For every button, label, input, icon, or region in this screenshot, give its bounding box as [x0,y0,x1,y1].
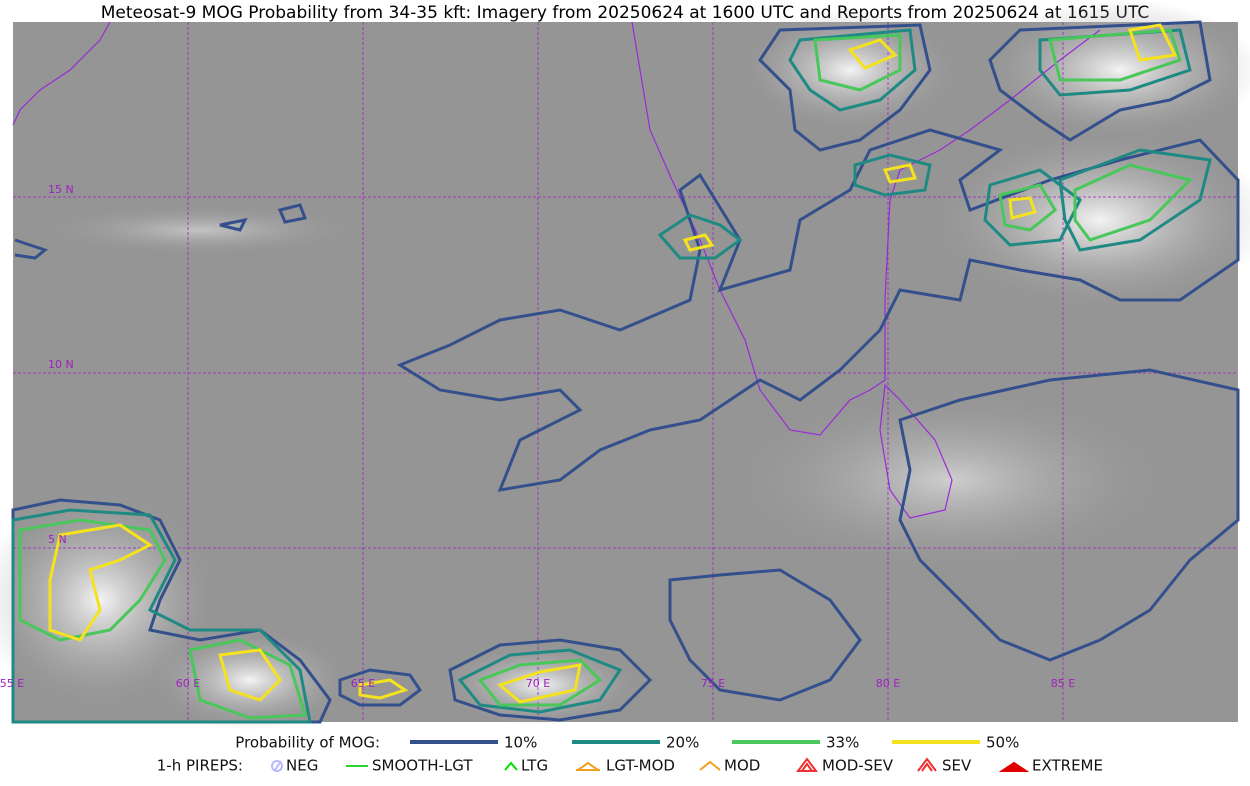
lat-label: 10 N [48,358,74,371]
legend-label: EXTREME [1032,757,1103,775]
legend-label: 50% [986,734,1019,752]
lat-label: 15 N [48,183,74,196]
coastline [631,21,1101,436]
legend-label: SMOOTH-LGT [372,757,473,775]
legend-label: SEV [942,757,972,775]
legend-label: LGT-MOD [606,757,675,775]
lon-label: 65 E [351,677,375,690]
mog-contours [11,20,1240,724]
legend-label: 20% [666,734,699,752]
legend-title: Probability of MOG: [235,734,380,752]
legend-title: 1-h PIREPS: [157,757,243,775]
pirep-symbol [796,757,818,772]
legend-label: MOD [724,757,760,775]
pirep-symbol [271,760,284,772]
pirep-symbol [699,760,721,771]
legend-label: LTG [521,757,548,775]
pirep-symbol [576,761,600,771]
lon-label: 75 E [701,677,725,690]
pirep-symbol [998,761,1030,772]
lon-label: 60 E [176,677,200,690]
lon-label: 80 E [876,677,900,690]
legend-label: 33% [826,734,859,752]
lon-label: 55 E [0,677,24,690]
pirep-symbol [504,761,518,771]
map: 15 N 10 N 5 N 55 E 60 E 65 E 70 E 75 E 8… [0,0,1250,730]
legend-label: 10% [504,734,537,752]
graticule [13,22,1238,722]
coastline [12,21,111,126]
legend: Probability of MOG: 1-h PIREPS: 10% 20% 33… [157,734,1103,775]
coastline [879,383,953,519]
lon-label: 70 E [526,677,550,690]
lon-label: 85 E [1051,677,1075,690]
legend-label: NEG [286,757,318,775]
lat-label: 5 N [48,533,67,546]
title: Meteosat-9 MOG Probability from 34-35 kf… [101,3,1150,23]
pirep-symbol [917,757,937,772]
legend-label: MOD-SEV [822,757,894,775]
